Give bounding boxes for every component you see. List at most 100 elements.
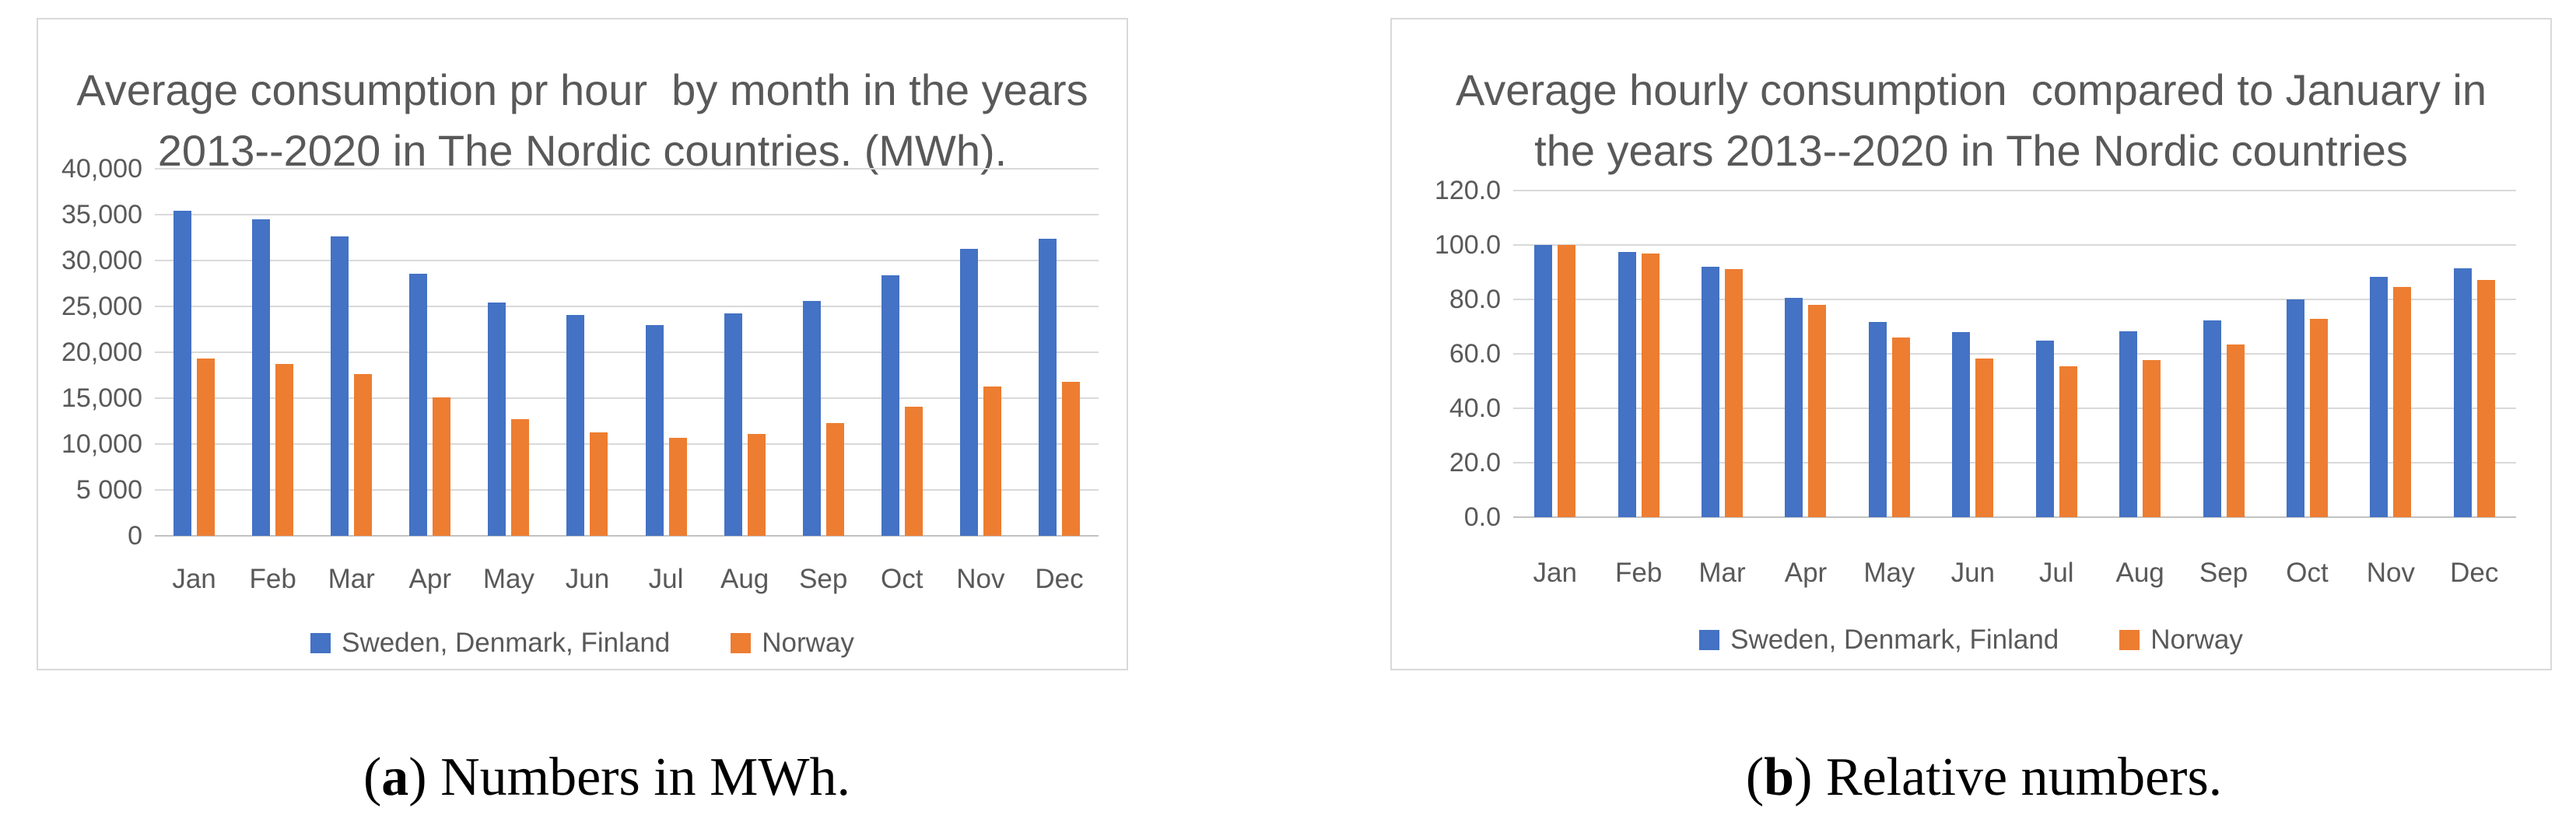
legend-item-norway: Norway — [731, 628, 854, 659]
bar-norway-may — [511, 419, 529, 536]
bar-sweden-denmark-finland-nov — [2370, 277, 2388, 517]
bar-norway-feb — [275, 364, 293, 536]
bar-sweden-denmark-finland-may — [1869, 322, 1887, 517]
x-axis-label: Apr — [1784, 558, 1828, 588]
x-axis-label: Jan — [1533, 558, 1577, 588]
x-axis-label: May — [482, 564, 534, 594]
gridline — [155, 443, 1099, 445]
bar-norway-jan — [197, 359, 215, 536]
gridline — [155, 260, 1099, 261]
x-axis-label: Jun — [565, 564, 610, 594]
bar-sweden-denmark-finland-dec — [2454, 268, 2472, 517]
legend-item-sweden-denmark-finland: Sweden, Denmark, Finland — [1699, 624, 2059, 656]
bar-norway-aug — [2143, 360, 2161, 517]
legend-swatch-blue-icon — [1699, 630, 1720, 650]
caption-text: ) Relative numbers. — [1794, 747, 2223, 807]
x-axis-label: Jun — [1950, 558, 1995, 588]
bar-sweden-denmark-finland-jul — [2036, 341, 2054, 517]
y-axis-tick: 60.0 — [1449, 339, 1501, 369]
bar-norway-nov — [2393, 287, 2411, 517]
chart-title-line: Average hourly consumption compared to J… — [1455, 65, 2487, 114]
bar-norway-jun — [1975, 359, 1993, 517]
bar-norway-dec — [1062, 382, 1080, 536]
y-axis-tick: 35,000 — [61, 200, 142, 229]
bar-sweden-denmark-finland-jun — [1952, 332, 1970, 517]
gridline — [1513, 408, 2516, 409]
legend: Sweden, Denmark, Finland Norway — [38, 628, 1127, 659]
x-axis-label: May — [1863, 558, 1915, 588]
gridline — [155, 168, 1099, 170]
legend-label: Sweden, Denmark, Finland — [342, 628, 671, 658]
x-axis-line — [1513, 516, 2516, 518]
bar-sweden-denmark-finland-aug — [2119, 331, 2137, 517]
x-axis-label: Dec — [1035, 564, 1084, 594]
chart-title: Average consumption pr hour by month in … — [38, 60, 1127, 181]
bar-sweden-denmark-finland-aug — [724, 313, 742, 536]
bar-sweden-denmark-finland-oct — [881, 275, 899, 536]
bar-norway-aug — [748, 434, 766, 536]
bar-norway-sep — [826, 423, 844, 536]
gridline — [1513, 299, 2516, 300]
x-axis-label: Mar — [1698, 558, 1746, 588]
y-axis-tick: 80.0 — [1449, 285, 1501, 314]
y-axis-tick: 30,000 — [61, 246, 142, 275]
bar-sweden-denmark-finland-mar — [1702, 267, 1719, 517]
bar-norway-oct — [2310, 319, 2328, 517]
legend-label: Sweden, Denmark, Finland — [1730, 624, 2059, 655]
bar-sweden-denmark-finland-jan — [173, 211, 191, 536]
caption-letter: a — [381, 747, 409, 807]
figure-caption-b: (b) Relative numbers. — [1393, 747, 2575, 809]
x-axis-label: Oct — [2286, 558, 2329, 588]
x-axis-label: Oct — [881, 564, 924, 594]
gridline — [1513, 353, 2516, 355]
y-axis-tick: 100.0 — [1434, 230, 1501, 260]
x-axis-label: Aug — [2115, 558, 2164, 588]
legend-item-norway: Norway — [2119, 624, 2243, 656]
gridline — [1513, 190, 2516, 191]
bar-norway-nov — [983, 387, 1001, 536]
x-axis-label: Nov — [2366, 558, 2415, 588]
chart-title-line: the years 2013--2020 in The Nordic count… — [1534, 126, 2408, 175]
x-axis-label: Aug — [720, 564, 769, 594]
bar-norway-mar — [354, 374, 372, 536]
legend-swatch-blue-icon — [310, 633, 331, 653]
bar-sweden-denmark-finland-oct — [2287, 299, 2304, 517]
gridline — [1513, 244, 2516, 246]
gridline — [155, 397, 1099, 399]
caption-paren-open: ( — [1745, 747, 1765, 807]
bar-norway-jul — [669, 438, 687, 536]
x-axis-label: Nov — [956, 564, 1005, 594]
y-axis-tick: 20,000 — [61, 338, 142, 367]
y-axis-tick: 0 — [128, 521, 142, 551]
bar-sweden-denmark-finland-feb — [252, 219, 270, 536]
gridline — [155, 352, 1099, 353]
chart-panel-a: Average consumption pr hour by month in … — [37, 18, 1128, 670]
x-axis-label: Apr — [408, 564, 452, 594]
legend-label: Norway — [2150, 624, 2243, 655]
legend: Sweden, Denmark, Finland Norway — [1392, 624, 2550, 656]
x-axis-line — [155, 535, 1099, 537]
bar-norway-jan — [1558, 245, 1575, 517]
y-axis-tick: 5 000 — [75, 475, 142, 505]
bar-sweden-denmark-finland-sep — [2203, 320, 2221, 517]
bar-norway-jun — [590, 432, 608, 536]
legend-item-sweden-denmark-finland: Sweden, Denmark, Finland — [310, 628, 670, 659]
bar-sweden-denmark-finland-may — [488, 303, 506, 536]
x-axis-label: Sep — [799, 564, 848, 594]
bar-sweden-denmark-finland-sep — [803, 301, 821, 536]
y-axis-tick: 10,000 — [61, 429, 142, 459]
bar-norway-sep — [2227, 345, 2245, 517]
legend-swatch-orange-icon — [2119, 630, 2140, 650]
y-axis-tick: 120.0 — [1434, 176, 1501, 205]
legend-label: Norway — [762, 628, 854, 658]
bar-sweden-denmark-finland-jul — [646, 325, 664, 536]
bar-norway-dec — [2477, 280, 2495, 517]
x-axis-label: Jul — [2038, 558, 2074, 588]
chart-panel-b: Average hourly consumption compared to J… — [1390, 18, 2552, 670]
bar-sweden-denmark-finland-jan — [1534, 245, 1552, 517]
caption-paren-open: ( — [363, 747, 382, 807]
chart-title: Average hourly consumption compared to J… — [1392, 60, 2550, 181]
bar-sweden-denmark-finland-feb — [1618, 252, 1636, 517]
bar-norway-jul — [2059, 366, 2077, 517]
